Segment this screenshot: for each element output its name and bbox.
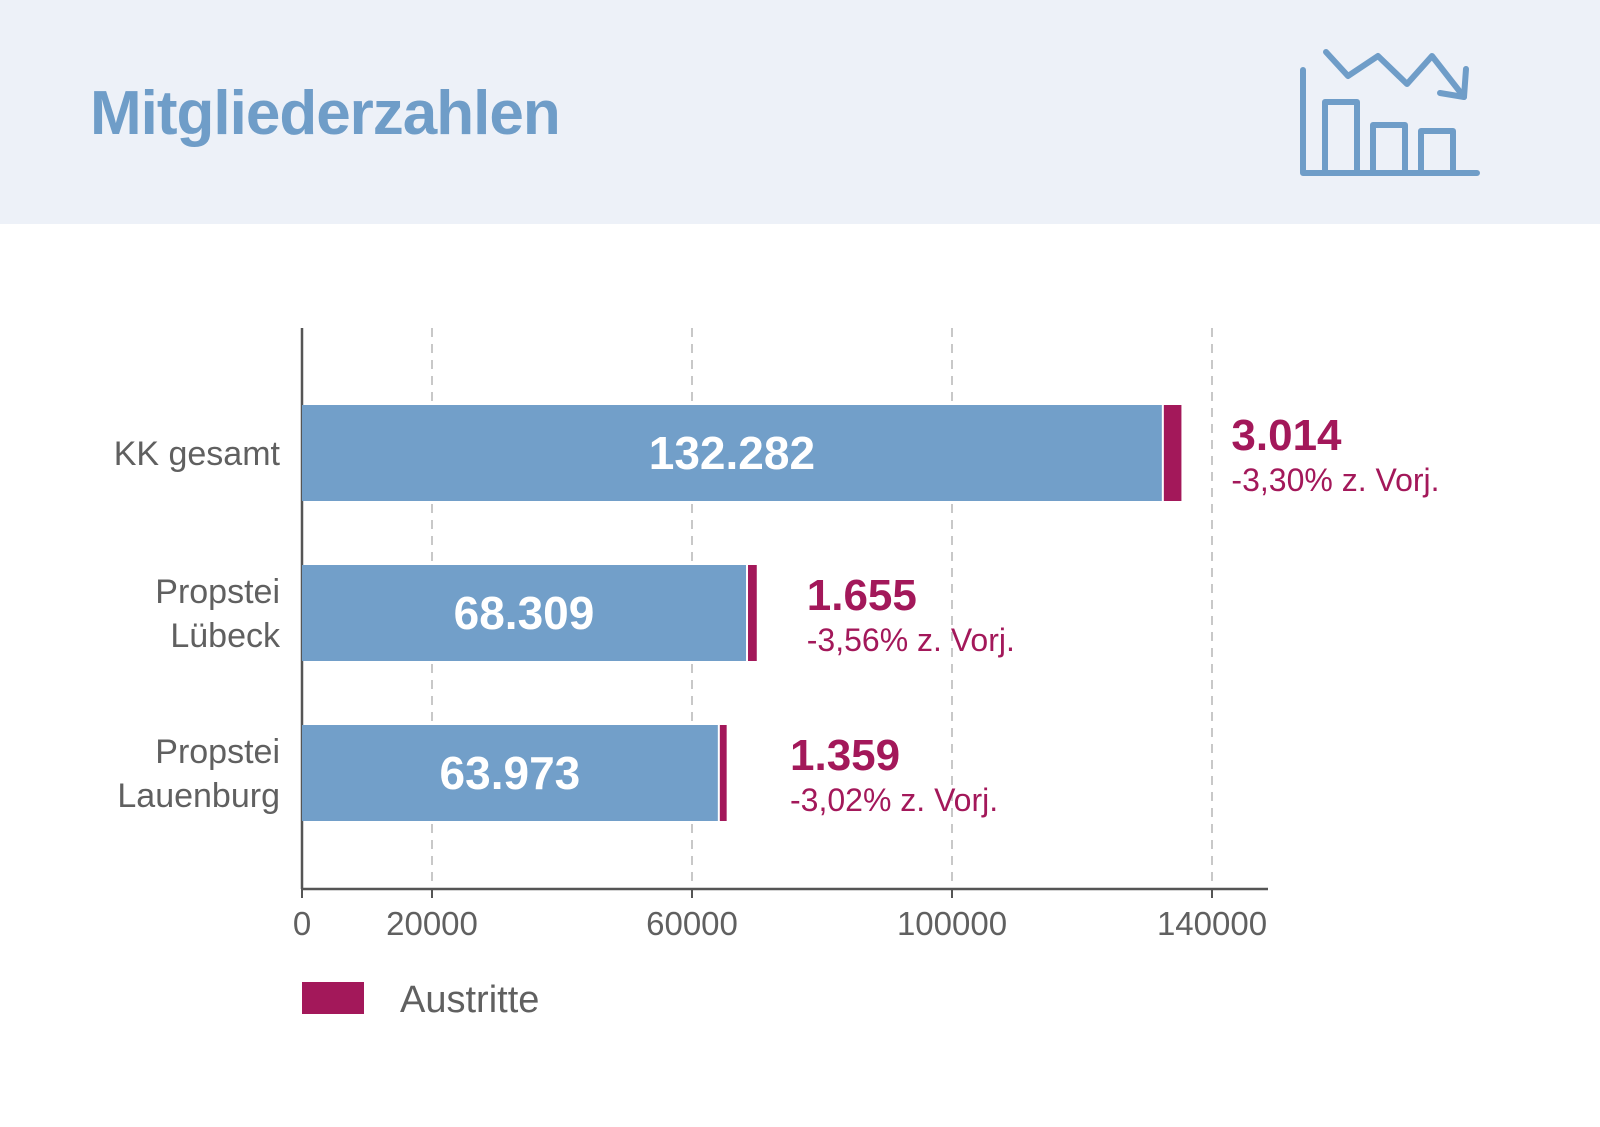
bar-austritte [719,725,727,821]
austritte-value: 1.359 [790,731,900,780]
header-band: Mitgliederzahlen [0,0,1600,224]
x-tick-label: 140000 [1157,905,1267,942]
x-tick-label: 20000 [386,905,478,942]
change-percent: -3,56% z. Vorj. [807,622,1015,658]
bar-value-label: 63.973 [440,747,581,799]
bar-members [302,405,1162,501]
legend-label: Austritte [400,979,539,1021]
bar-value-label: 68.309 [454,587,595,639]
bar-value-label: 132.282 [649,427,815,479]
x-tick-label: 100000 [897,905,1007,942]
category-label: Propstei [155,733,280,771]
change-percent: -3,02% z. Vorj. [790,782,998,818]
x-tick-label: 60000 [646,905,738,942]
legend-swatch [302,982,364,1014]
austritte-value: 1.655 [807,571,917,620]
austritte-value: 3.014 [1231,411,1342,460]
category-label: Lübeck [170,617,281,655]
bar-austritte [748,565,757,661]
category-label: KK gesamt [114,435,281,473]
category-label: Propstei [155,573,280,611]
bar-members [302,725,718,821]
change-percent: -3,30% z. Vorj. [1231,462,1439,498]
page-title: Mitgliederzahlen [90,79,561,148]
category-label: Lauenburg [117,777,280,815]
declining-bar-chart-icon [1300,49,1480,176]
x-tick-label: 0 [293,905,311,942]
bar-austritte [1163,405,1182,501]
bar-members [302,565,747,661]
